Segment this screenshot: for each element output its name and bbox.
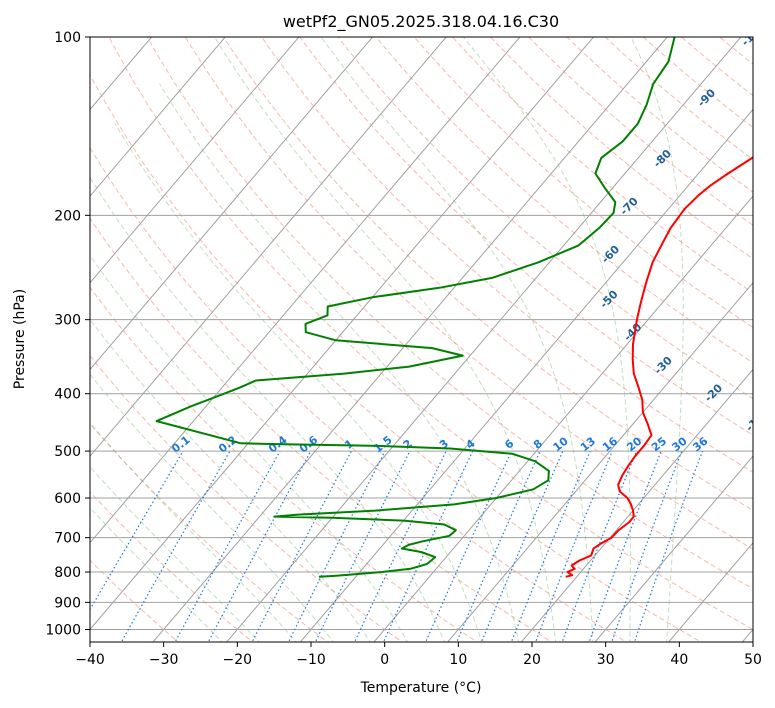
dry-adiabat-line — [604, 37, 753, 161]
x-axis-ticks: −40 −30 −20 −10 0 10 20 30 40 50 — [75, 642, 762, 668]
temperature-line — [565, 155, 753, 578]
y-tick-label: 800 — [54, 565, 81, 581]
dry-adiabat-line — [146, 37, 753, 590]
isotherm-line — [90, 37, 300, 284]
dry-adiabat-line — [108, 37, 753, 631]
isotherm-line — [299, 108, 753, 642]
isotherm-line — [520, 368, 753, 642]
mixing-ratio-line — [207, 450, 312, 642]
x-tick-label: 0 — [380, 652, 389, 668]
sounding-series — [155, 37, 753, 578]
plot-frame — [89, 36, 754, 643]
y-tick-label: 900 — [54, 595, 81, 611]
dry-adiabat-line — [413, 37, 753, 329]
y-axis-label: Pressure (hPa) — [12, 289, 28, 389]
dry-adiabat-line — [375, 37, 753, 364]
mixing-ratio-line — [588, 450, 662, 642]
mixing-ratio-line — [287, 450, 386, 642]
x-tick-label: 50 — [744, 652, 762, 668]
x-tick-label: −20 — [223, 652, 253, 668]
x-tick-label: 30 — [597, 652, 615, 668]
dry-adiabat-line — [337, 37, 753, 400]
x-tick-label: 10 — [449, 652, 467, 668]
isotherm-line — [226, 37, 742, 642]
mixing-ratio-line — [510, 450, 591, 642]
mixing-ratio-line — [633, 450, 704, 642]
dry-adiabat-line — [90, 217, 553, 642]
dry-adiabat-line — [222, 37, 753, 511]
dry-adiabat-line — [90, 422, 329, 642]
y-tick-label: 100 — [54, 30, 81, 46]
dry-adiabat-label: -10 — [743, 411, 766, 434]
isotherm-line — [152, 37, 668, 642]
x-tick-label: −30 — [149, 652, 179, 668]
chart-title: wetPf2_GN05.2025.318.04.16.C30 — [283, 12, 559, 32]
y-tick-label: 1000 — [45, 622, 81, 638]
moist-adiabat-line — [90, 254, 408, 642]
y-tick-label: 600 — [54, 491, 81, 507]
y-tick-label: 500 — [54, 444, 81, 460]
isotherm-line — [90, 37, 374, 371]
mixing-ratio-line — [90, 450, 184, 611]
dry-adiabat-line — [90, 146, 628, 642]
mixing-ratio-line — [480, 450, 564, 642]
isotherm-line — [90, 37, 226, 197]
moist-adiabat-line — [159, 83, 520, 642]
background-lines — [90, 37, 753, 642]
dewpoint-line — [155, 37, 676, 578]
y-tick-label: 300 — [54, 313, 81, 329]
mixing-ratio-line — [251, 450, 352, 642]
isotherm-line — [447, 282, 753, 642]
dry-adiabat-line — [90, 286, 478, 642]
isotherm-line — [90, 37, 595, 631]
dry-adiabat-line — [299, 37, 753, 436]
dry-adiabat-line — [184, 37, 753, 550]
y-tick-label: 200 — [54, 208, 81, 224]
x-tick-label: −40 — [75, 652, 105, 668]
x-axis-label: Temperature (°C) — [360, 680, 482, 696]
y-tick-label: 700 — [54, 531, 81, 547]
x-tick-label: 40 — [670, 652, 688, 668]
mixing-ratio-line — [382, 450, 474, 642]
isotherm-line — [90, 37, 521, 544]
mixing-ratio-line — [353, 450, 447, 642]
moist-adiabat-line — [90, 176, 446, 642]
y-tick-label: 400 — [54, 387, 81, 403]
dry-adiabat-line — [90, 73, 703, 642]
mixing-ratio-line — [534, 450, 613, 642]
y-axis-ticks: 100 200 300 400 500 600 700 800 900 1000 — [45, 30, 90, 638]
isotherm-line — [90, 37, 447, 457]
mixing-ratio-line — [611, 450, 683, 642]
dry-adiabat-line — [489, 37, 753, 260]
x-tick-label: 20 — [523, 652, 541, 668]
dry-adiabat-line — [90, 491, 254, 642]
mixing-ratio-line — [561, 450, 638, 642]
isotherm-line — [594, 455, 753, 642]
dry-adiabat-line — [566, 37, 753, 193]
moist-adiabat-line — [90, 373, 334, 642]
dry-adiabat-label: -100 — [739, 20, 768, 49]
x-tick-label: −10 — [296, 652, 326, 668]
dry-adiabat-line — [261, 37, 753, 473]
